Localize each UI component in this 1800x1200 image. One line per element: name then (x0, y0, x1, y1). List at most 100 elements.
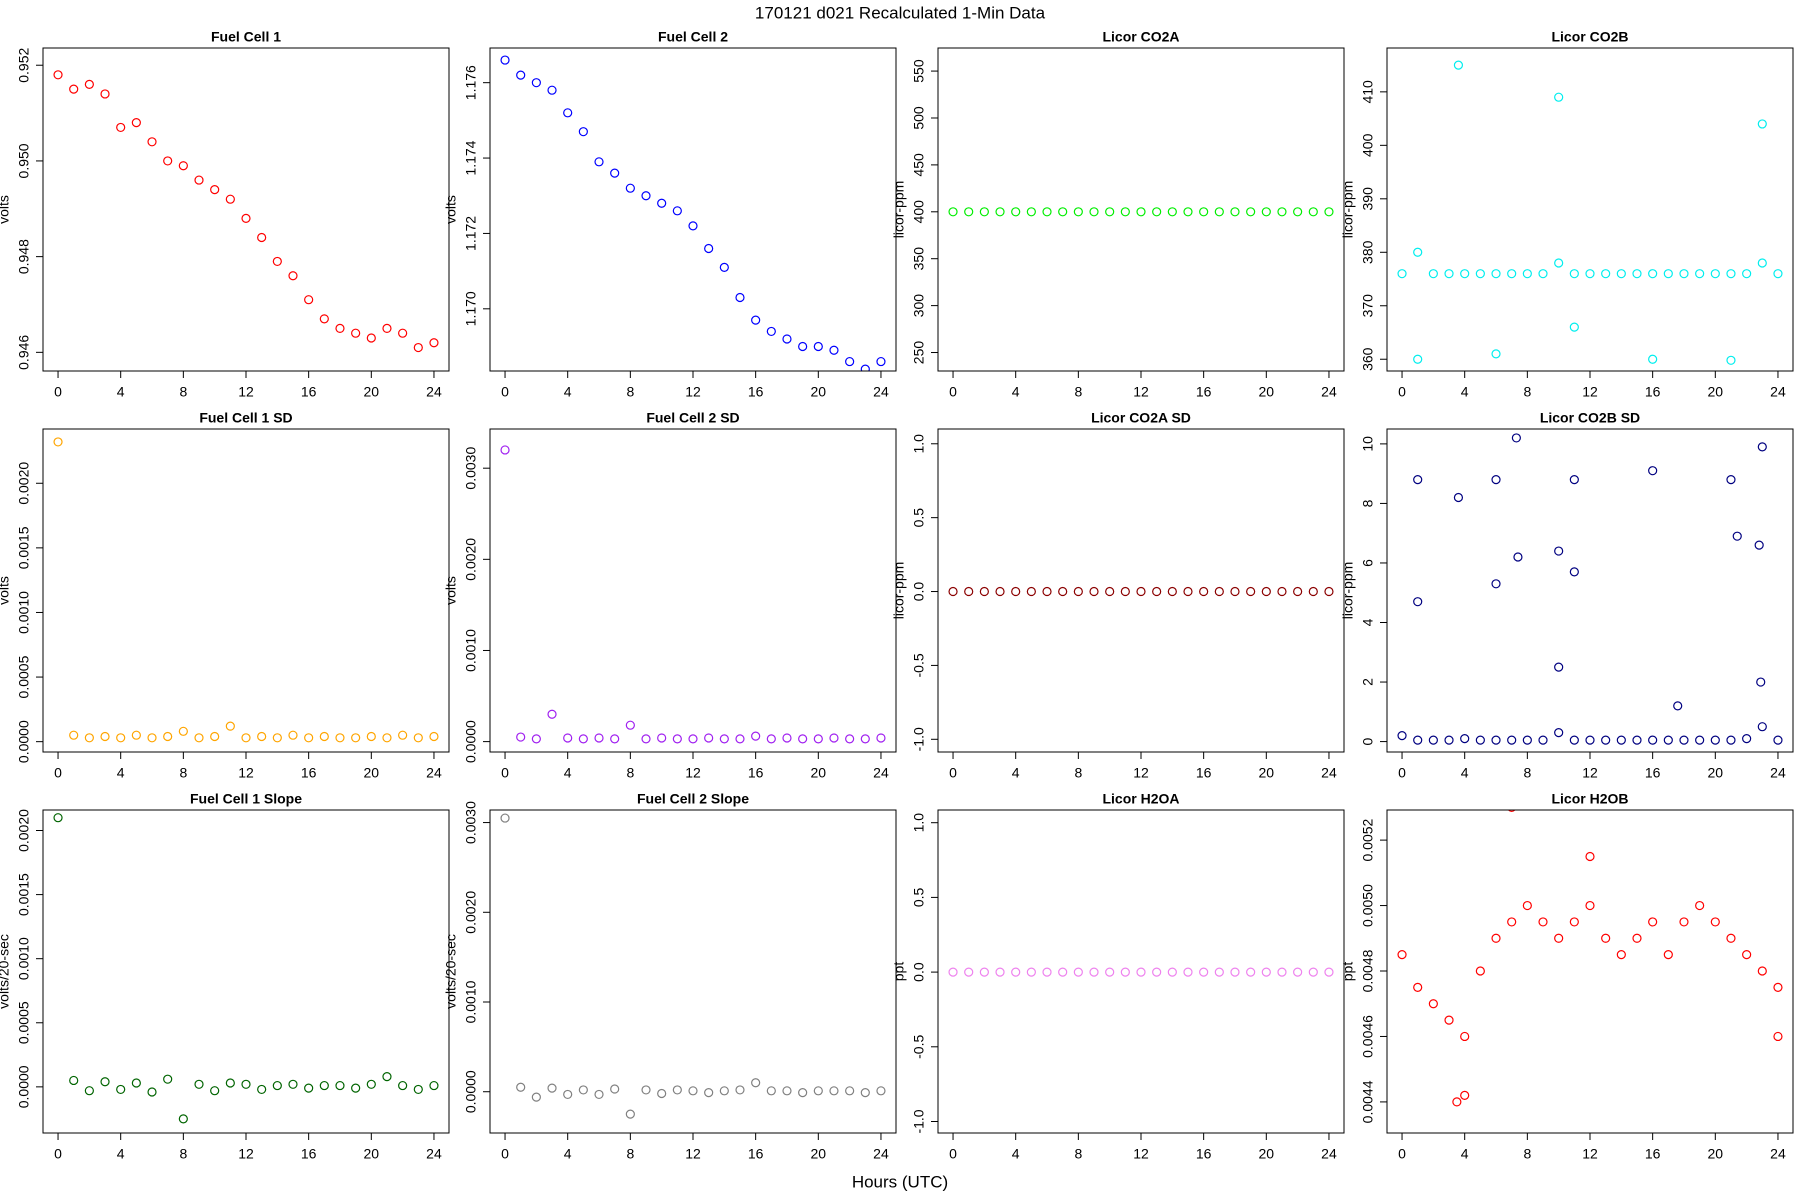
point (1507, 269, 1517, 279)
point (964, 586, 974, 597)
point (1324, 586, 1334, 597)
y-tick-label: 550 (911, 59, 927, 83)
point (798, 341, 808, 352)
x-tick-label: 4 (1012, 765, 1020, 781)
x-tick-label: 4 (117, 765, 125, 781)
panel: Fuel Cell 2 volts 0 4 8 12 16 20 24 1.170 1.172 1.1… (443, 29, 897, 400)
x-tick-label: 8 (1523, 1146, 1531, 1162)
point (429, 731, 439, 742)
x-tick-label: 8 (1074, 384, 1082, 400)
panel-title: Licor CO2B SD (1540, 410, 1640, 426)
x-tick-label: 4 (1461, 765, 1469, 781)
point (1601, 269, 1611, 279)
point (1554, 728, 1564, 738)
x-tick-label: 16 (301, 1146, 317, 1162)
x-tick-label: 24 (873, 765, 889, 781)
point (398, 328, 408, 338)
point (1679, 269, 1689, 279)
panel: Fuel Cell 1 Slope volts/20-sec 0 4 8 12 16 20 24… (0, 791, 450, 1162)
point (131, 1078, 141, 1088)
point (1277, 586, 1287, 597)
point (272, 733, 282, 743)
point (1460, 269, 1470, 279)
x-tick-label: 16 (301, 765, 317, 781)
point (766, 734, 776, 744)
point (1538, 269, 1548, 279)
point (351, 733, 361, 743)
x-axis-label: Hours (UTC) (852, 1172, 948, 1191)
point (1167, 586, 1177, 597)
point (1773, 269, 1783, 279)
point (100, 1077, 110, 1087)
point (178, 726, 188, 736)
point (594, 1089, 604, 1100)
point (1632, 735, 1642, 745)
point (1214, 207, 1224, 217)
y-axis-label: volts (443, 576, 459, 605)
x-tick-label: 4 (564, 384, 572, 400)
point (735, 734, 745, 744)
point (1601, 735, 1611, 745)
point (131, 730, 141, 740)
y-tick-label: -1.0 (911, 1109, 927, 1133)
y-tick-label: 1.0 (911, 434, 927, 454)
point (1522, 269, 1532, 279)
x-tick-label: 20 (811, 1146, 827, 1162)
point (688, 1086, 698, 1096)
plot-box (489, 428, 897, 753)
point (335, 1080, 345, 1091)
y-tick-label: 0.0 (911, 582, 927, 602)
point (1460, 734, 1470, 744)
point (272, 1080, 282, 1091)
y-tick-label: 0.0020 (463, 891, 479, 934)
x-tick-label: 12 (685, 384, 701, 400)
y-tick-label: 0.0005 (16, 1001, 32, 1044)
x-tick-label: 8 (626, 384, 634, 400)
point (1152, 586, 1162, 597)
point (1453, 60, 1464, 70)
point (1648, 269, 1658, 279)
point (1277, 967, 1287, 977)
point (319, 1080, 329, 1091)
point (1261, 207, 1271, 217)
x-tick-label: 16 (748, 384, 764, 400)
point (1569, 475, 1579, 485)
y-tick-label: 500 (911, 106, 927, 130)
point (210, 1086, 220, 1096)
y-tick-label: 0.0010 (463, 629, 479, 672)
point (1413, 735, 1423, 745)
point (257, 1084, 267, 1095)
point (1491, 475, 1501, 485)
point (657, 198, 667, 208)
point (1726, 475, 1736, 485)
point (241, 733, 251, 743)
point (1726, 735, 1736, 745)
point (876, 356, 886, 367)
point (413, 1084, 423, 1095)
point (1167, 207, 1177, 217)
x-tick-label: 0 (1398, 765, 1406, 781)
point (1120, 967, 1130, 977)
point (1554, 662, 1564, 672)
point (1308, 967, 1318, 977)
y-tick-label: 8 (1360, 499, 1376, 507)
point (163, 731, 173, 742)
point (53, 437, 63, 447)
y-tick-label: 0 (1360, 737, 1376, 745)
x-tick-label: 20 (1259, 384, 1275, 400)
point (84, 1086, 94, 1096)
point (1246, 207, 1256, 217)
point (1089, 207, 1099, 217)
point (1756, 677, 1766, 687)
x-tick-label: 12 (238, 384, 254, 400)
x-tick-label: 12 (1133, 384, 1149, 400)
point (1554, 258, 1564, 268)
point (641, 734, 651, 744)
point (563, 1089, 573, 1100)
y-tick-label: 0.0046 (1360, 1015, 1376, 1058)
point (178, 161, 188, 171)
point (610, 168, 620, 178)
point (563, 108, 573, 118)
points (500, 55, 886, 371)
